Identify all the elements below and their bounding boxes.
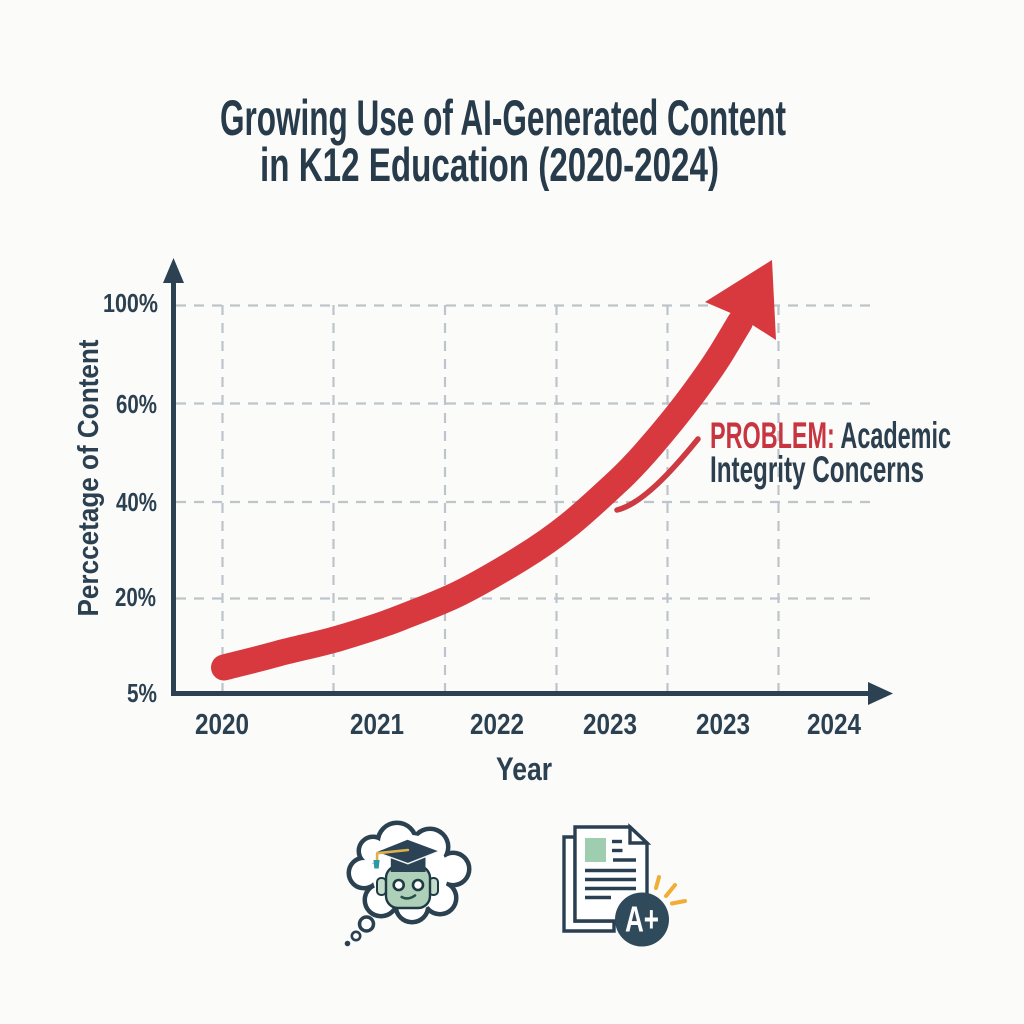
svg-text:2024: 2024: [807, 709, 861, 741]
svg-text:2022: 2022: [470, 709, 524, 741]
svg-text:PROBLEM: Academic: PROBLEM: Academic: [710, 415, 951, 456]
svg-text:2020: 2020: [195, 709, 249, 741]
svg-text:2023: 2023: [583, 709, 637, 741]
svg-text:Growing Use of AI-Generated Co: Growing Use of AI-Generated Content: [220, 90, 786, 146]
svg-text:in K12 Education (2020-2024): in K12 Education (2020-2024): [260, 138, 719, 191]
svg-text:Integrity Concerns: Integrity Concerns: [710, 449, 924, 490]
svg-text:2023: 2023: [696, 709, 750, 741]
svg-text:5%: 5%: [127, 678, 157, 708]
svg-text:A+: A+: [625, 899, 659, 940]
svg-text:2021: 2021: [350, 709, 404, 741]
svg-text:100%: 100%: [103, 288, 158, 318]
svg-text:20%: 20%: [115, 582, 156, 612]
svg-text:Perccetage of Content: Perccetage of Content: [73, 339, 105, 616]
svg-text:40%: 40%: [116, 487, 157, 517]
svg-text:60%: 60%: [116, 389, 157, 419]
svg-text:Year: Year: [496, 751, 552, 787]
